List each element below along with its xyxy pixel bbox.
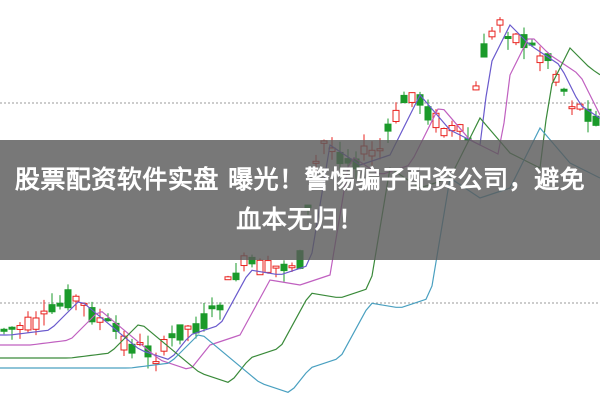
candle-body	[56, 302, 64, 307]
candle-body	[496, 19, 504, 26]
candle-body	[64, 289, 72, 309]
article-title: 股票配资软件实盘 曝光！警惕骗子配资公司，避免血本无归！	[14, 165, 586, 234]
candle-body	[224, 276, 232, 281]
candle-body	[200, 313, 208, 329]
moving-average-line	[0, 23, 600, 360]
candle-body	[16, 325, 24, 330]
candle-body	[424, 106, 432, 121]
candle-body	[408, 92, 416, 103]
candle-body	[584, 108, 592, 122]
title-banner: 股票配资软件实盘 曝光！警惕骗子配资公司，避免血本无归！	[0, 140, 600, 260]
candle-body	[568, 106, 576, 110]
candle-body	[560, 88, 568, 92]
candle-body	[488, 30, 496, 38]
candle-body	[288, 265, 296, 269]
candle-body	[40, 310, 48, 315]
candle-body	[512, 33, 520, 44]
candle-body	[280, 263, 288, 272]
candle-body	[96, 317, 104, 323]
candle-body	[192, 323, 200, 334]
candle-body	[128, 343, 136, 354]
candle-body	[72, 295, 80, 302]
candle-body	[384, 123, 392, 132]
candle-body	[216, 304, 224, 311]
candle-body	[472, 85, 480, 91]
candle-body	[552, 73, 560, 83]
candle-body	[24, 316, 32, 331]
candle-body	[480, 43, 488, 58]
candle-body	[264, 260, 272, 273]
candle-body	[232, 272, 240, 281]
candle-body	[392, 109, 400, 122]
candle-body	[168, 333, 176, 339]
candle-body	[272, 265, 280, 269]
candle-body	[8, 326, 16, 330]
candle-body	[32, 317, 40, 330]
candle-body	[256, 259, 264, 276]
candle-body	[176, 324, 184, 341]
candle-body	[48, 304, 56, 313]
candle-body	[0, 328, 8, 332]
candle-body	[504, 36, 512, 40]
candle-body	[152, 361, 160, 365]
candle-body	[184, 325, 192, 330]
candle-body	[440, 128, 448, 137]
candle-body	[536, 55, 544, 64]
candle-body	[208, 305, 216, 310]
candle-body	[400, 94, 408, 104]
